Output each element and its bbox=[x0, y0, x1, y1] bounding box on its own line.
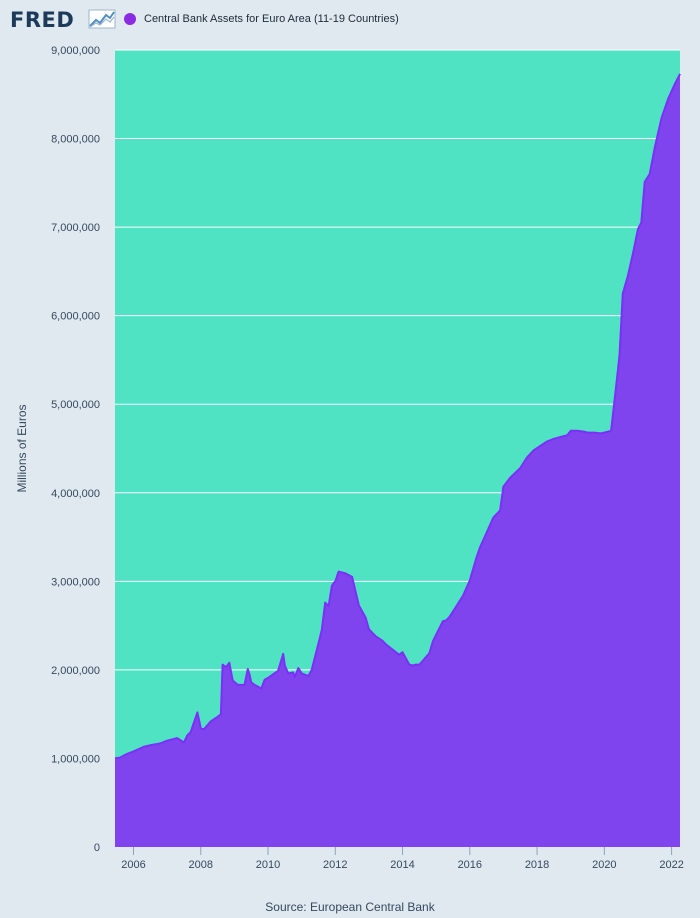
chart-header: FRED Central Bank Assets for Euro Area (… bbox=[0, 0, 700, 40]
x-tick-label: 2018 bbox=[525, 859, 549, 871]
x-tick-label: 2020 bbox=[592, 859, 616, 871]
fred-logo-text: FRED bbox=[10, 8, 75, 32]
x-tick-label: 2006 bbox=[121, 859, 145, 871]
legend-label: Central Bank Assets for Euro Area (11-19… bbox=[144, 13, 399, 25]
y-axis-title: Millions of Euros bbox=[15, 404, 29, 492]
y-tick-label: 9,000,000 bbox=[51, 45, 100, 57]
x-tick-label: 2016 bbox=[458, 859, 482, 871]
x-axis-tick-labels: 2006 2008 2010 2012 2014 2016 2018 2020 2022 bbox=[121, 859, 684, 871]
y-tick-label: 7,000,000 bbox=[51, 222, 100, 234]
y-tick-label: 1,000,000 bbox=[51, 753, 100, 765]
x-axis-tick-marks bbox=[132, 847, 673, 855]
x-tick-label: 2022 bbox=[659, 859, 683, 871]
y-tick-label: 6,000,000 bbox=[51, 311, 100, 323]
x-tick-label: 2008 bbox=[189, 859, 213, 871]
y-tick-label: 5,000,000 bbox=[51, 399, 100, 411]
x-tick-label: 2010 bbox=[256, 859, 280, 871]
legend-swatch bbox=[124, 13, 136, 25]
y-tick-label: 3,000,000 bbox=[51, 576, 100, 588]
series-area-fill bbox=[115, 73, 680, 847]
y-tick-label: 4,000,000 bbox=[51, 488, 100, 500]
fred-logo[interactable]: FRED bbox=[10, 6, 118, 34]
y-tick-label: 8,000,000 bbox=[51, 134, 100, 146]
trend-graph-icon bbox=[88, 9, 116, 29]
y-axis-tick-labels: 0 1,000,000 2,000,000 3,000,000 4,000,000 5,0… bbox=[51, 45, 100, 854]
x-tick-label: 2012 bbox=[323, 859, 347, 871]
source-note: Source: European Central Bank bbox=[265, 900, 435, 914]
y-tick-label: 2,000,000 bbox=[51, 665, 100, 677]
x-tick-label: 2014 bbox=[390, 859, 414, 871]
chart-legend: Central Bank Assets for Euro Area (11-19… bbox=[124, 11, 399, 27]
y-tick-label: 0 bbox=[94, 842, 100, 854]
series-line bbox=[114, 73, 681, 760]
